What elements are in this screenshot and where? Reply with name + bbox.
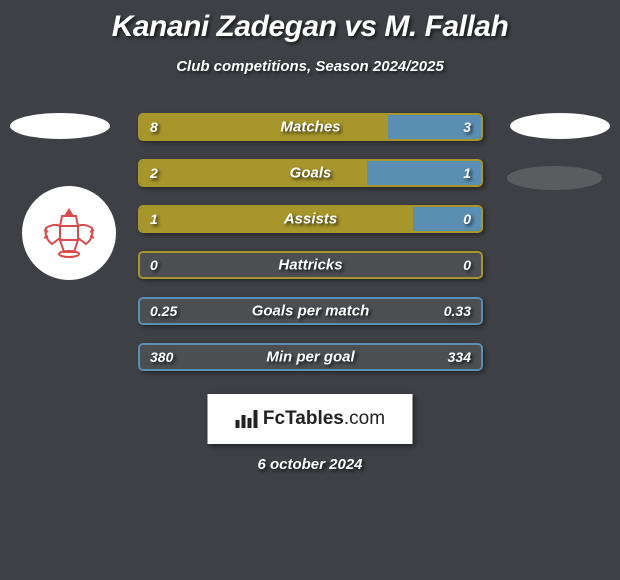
- team-badge-right-2: [507, 166, 602, 190]
- stat-value-left: 8: [150, 119, 158, 135]
- stat-row: 2 1 Goals: [138, 159, 483, 187]
- crest-icon: [34, 198, 104, 268]
- stat-row: 380 334 Min per goal: [138, 343, 483, 371]
- bars-icon: [235, 408, 259, 430]
- stat-row: 1 0 Assists: [138, 205, 483, 233]
- stat-value-right: 1: [463, 165, 471, 181]
- stat-row: 0 0 Hattricks: [138, 251, 483, 279]
- stat-label: Min per goal: [266, 349, 354, 366]
- stat-value-right: 0: [463, 257, 471, 273]
- club-crest-left: [22, 186, 116, 280]
- stat-value-left: 0: [150, 257, 158, 273]
- stat-value-right: 0.33: [444, 303, 471, 319]
- stat-label: Hattricks: [278, 257, 342, 274]
- stat-label: Matches: [280, 119, 340, 136]
- stat-label: Goals: [290, 165, 332, 182]
- stat-seg-left: [140, 207, 413, 231]
- stat-bars: 8 3 Matches 2 1 Goals 1 0 Assists 0 0 Hattricks 0.25…: [138, 113, 483, 389]
- snapshot-date: 6 october 2024: [257, 456, 362, 473]
- stat-label: Assists: [284, 211, 337, 228]
- stat-value-left: 380: [150, 349, 173, 365]
- stat-seg-left: [140, 161, 367, 185]
- comparison-subtitle: Club competitions, Season 2024/2025: [0, 58, 620, 75]
- stat-row: 8 3 Matches: [138, 113, 483, 141]
- stat-value-left: 1: [150, 211, 158, 227]
- team-badge-left-1: [10, 113, 110, 139]
- stat-label: Goals per match: [252, 303, 370, 320]
- stat-value-right: 3: [463, 119, 471, 135]
- stat-value-left: 2: [150, 165, 158, 181]
- stat-seg-left: [140, 115, 388, 139]
- comparison-title: Kanani Zadegan vs M. Fallah: [0, 0, 620, 44]
- logo-name: FcTables.com: [263, 408, 385, 430]
- stat-value-right: 0: [463, 211, 471, 227]
- stat-value-right: 334: [448, 349, 471, 365]
- fctables-logo[interactable]: FcTables.com: [208, 394, 413, 444]
- stat-row: 0.25 0.33 Goals per match: [138, 297, 483, 325]
- team-badge-right-1: [510, 113, 610, 139]
- stat-value-left: 0.25: [150, 303, 177, 319]
